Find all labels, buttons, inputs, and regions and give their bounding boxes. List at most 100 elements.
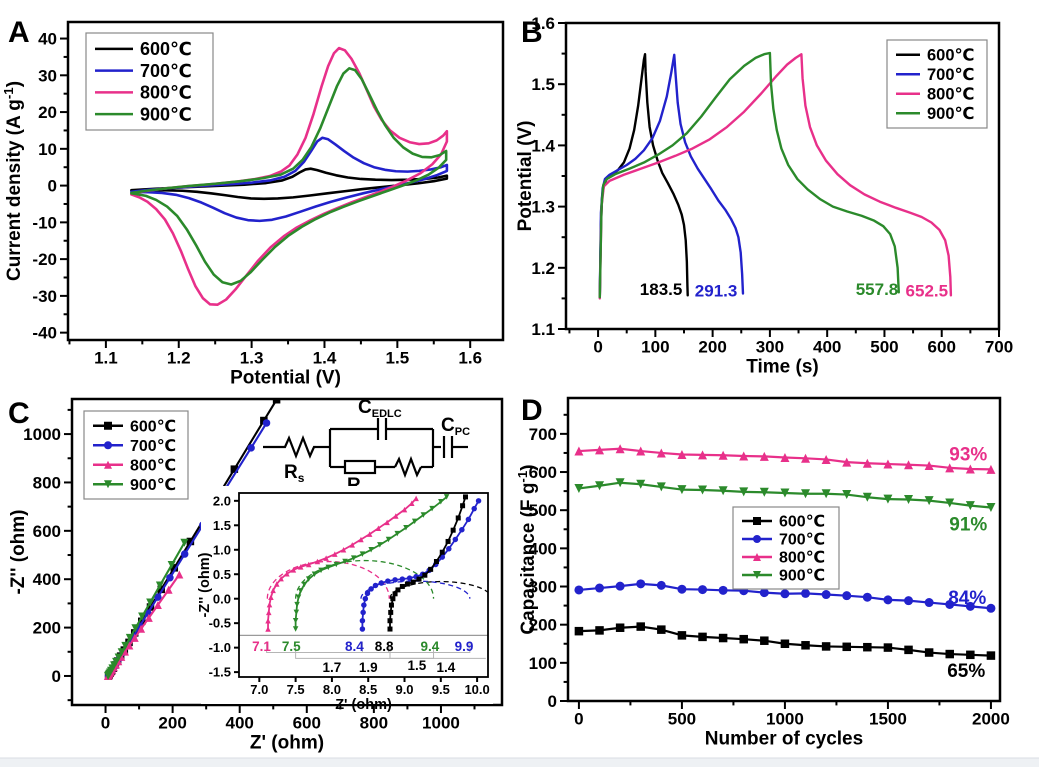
data-marker-triangle-up [290, 567, 297, 573]
data-marker-triangle-up [366, 531, 373, 537]
series-markers-800C [574, 444, 996, 474]
x-tick-label: 500 [870, 338, 898, 357]
data-marker-triangle-up [340, 547, 347, 553]
legend-label-900℃: 900℃ [927, 105, 975, 123]
data-marker-square [718, 633, 728, 643]
data-marker-triangle-up [945, 463, 955, 473]
x-tick-label: 1.2 [167, 349, 191, 368]
data-marker-triangle-down [293, 609, 300, 616]
series-markers-700C [574, 579, 996, 613]
data-marker-circle [475, 498, 482, 504]
panel-letter-C: C [8, 397, 30, 430]
data-marker-triangle-down [350, 555, 357, 561]
data-marker-square [801, 641, 810, 650]
data-marker-triangle-up [409, 500, 415, 507]
data-marker-circle [759, 588, 769, 598]
x-axis-title-D: Number of cycles [705, 729, 863, 750]
data-marker-square [924, 648, 934, 657]
x-tick-label: 200 [698, 338, 726, 357]
data-marker-triangle-up [842, 457, 852, 467]
data-marker-triangle-down [411, 518, 418, 525]
y-tick-label: 40 [38, 29, 57, 48]
data-marker-triangle-down [385, 536, 392, 543]
data-marker-triangle-up [323, 555, 329, 561]
data-marker-triangle-down [180, 538, 189, 547]
annotation-8.8: 8.8 [375, 639, 394, 654]
data-marker-square [410, 579, 416, 585]
x-tick-label: 1000 [766, 710, 804, 729]
annotation-7.1: 7.1 [252, 639, 271, 654]
legend-label-800℃: 800℃ [927, 86, 975, 104]
data-marker-circle [359, 626, 366, 632]
data-marker-triangle-up [358, 536, 364, 543]
data-marker-triangle-down [677, 485, 687, 495]
guide-line [361, 641, 471, 654]
y-axis-title-Ci: -Z'' (ohm) [197, 552, 213, 617]
data-marker-square [230, 465, 239, 473]
series-markers-800C [265, 495, 419, 632]
data-marker-triangle-down [297, 588, 304, 594]
data-marker-circle [677, 584, 687, 594]
data-marker-triangle-up [698, 450, 708, 460]
circuit-rct-resistor [343, 459, 377, 475]
legend-label-700℃: 700℃ [779, 532, 825, 549]
data-marker-square [450, 527, 456, 533]
data-marker-triangle-up [284, 570, 290, 577]
data-marker-square [842, 642, 851, 652]
data-marker-square [753, 517, 761, 525]
annotation-183.5: 183.5 [640, 280, 683, 299]
data-marker-circle [247, 444, 255, 452]
y-tick-label: 1.5 [213, 518, 231, 533]
data-marker-square [416, 576, 422, 582]
data-marker-triangle-down [155, 581, 164, 590]
y-tick-label: -0.5 [209, 616, 231, 631]
data-marker-triangle-up [904, 460, 914, 470]
data-marker-square [399, 583, 405, 589]
data-marker-triangle-up [332, 551, 338, 557]
data-marker-circle [465, 516, 472, 523]
data-marker-triangle-up [413, 495, 419, 502]
data-marker-square [104, 421, 112, 430]
series-markers-900C [104, 538, 189, 680]
legend-label-600℃: 600℃ [927, 47, 975, 65]
x-tick-label: 7.0 [250, 682, 268, 697]
data-marker-triangle-down [862, 492, 872, 502]
data-marker-triangle-down [167, 561, 176, 570]
y-tick-label: 100 [529, 654, 557, 673]
x-tick-label: 1.4 [313, 349, 337, 368]
annotation-291.3: 291.3 [695, 281, 738, 300]
legend-label-600℃: 600℃ [130, 418, 176, 435]
data-marker-circle [368, 586, 374, 592]
data-marker-triangle-down [342, 558, 348, 565]
data-marker-circle [385, 578, 391, 584]
data-marker-square [170, 564, 179, 572]
data-marker-square [462, 494, 468, 500]
data-marker-circle [446, 546, 452, 552]
x-tick-label: 400 [813, 338, 841, 357]
data-marker-square [157, 585, 165, 594]
data-marker-square [780, 639, 790, 649]
data-marker-triangle-up [130, 633, 139, 642]
data-marker-triangle-up [153, 600, 162, 609]
y-tick-label: 1000 [23, 425, 61, 444]
y-tick-label: 0.5 [213, 567, 231, 582]
x-tick-label: 0 [101, 714, 110, 733]
panel-D: 0 500 1000 1500 2000 0 100 200 300 400 500 600 700 Nu… [515, 394, 1010, 750]
data-marker-square [186, 537, 195, 546]
legend-label-700℃: 700℃ [130, 438, 176, 455]
data-marker-circle [801, 588, 811, 598]
y-tick-label: 400 [529, 539, 557, 558]
data-marker-square [863, 642, 872, 652]
data-marker-triangle-down [429, 505, 435, 512]
data-marker-triangle-down [904, 495, 914, 505]
data-marker-triangle-down [368, 547, 374, 553]
x-tick-label: 300 [756, 338, 784, 357]
legend-C: 600℃ 700℃ 800℃ 900℃ [83, 410, 189, 500]
data-marker-circle [392, 577, 398, 583]
data-marker-triangle-down [759, 487, 769, 497]
x-tick-label: 500 [668, 710, 696, 729]
data-marker-triangle-down [305, 576, 312, 582]
fitted-semicircle-arc [266, 560, 390, 599]
